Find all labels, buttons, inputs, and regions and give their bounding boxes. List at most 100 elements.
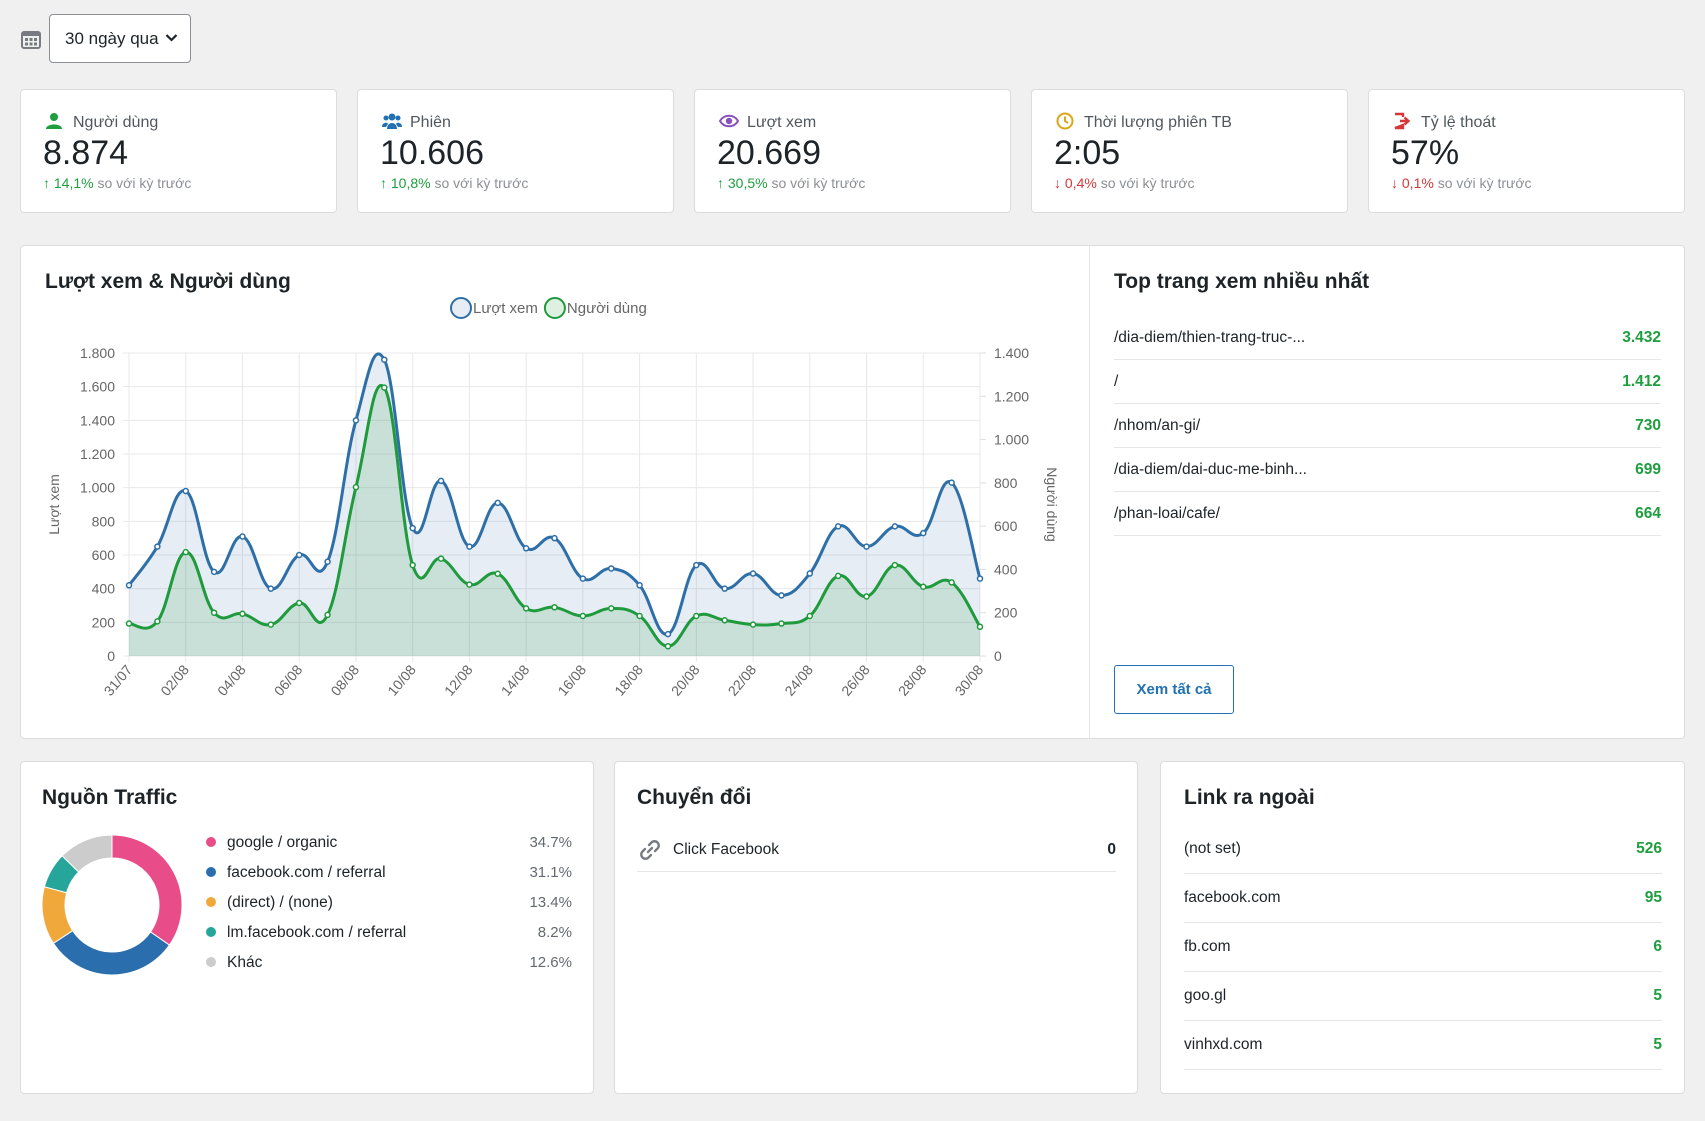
data-point: [409, 524, 416, 532]
data-point: [693, 612, 700, 620]
row-value: 5: [1653, 1036, 1662, 1053]
data-point: [749, 570, 757, 577]
data-point: [239, 533, 246, 540]
main-card: Lượt xem & Người dùng 0 200 400 600 800 1.000…: [20, 245, 1685, 739]
y2-tick-label: 200: [994, 605, 1018, 621]
row-label: /phan-loai/cafe/: [1114, 504, 1220, 522]
x-tick-label: 24/08: [781, 661, 816, 698]
x-tick-label: 02/08: [157, 661, 192, 698]
x-tick-label: 20/08: [668, 661, 703, 698]
stat-label: Thời lượng phiên TB: [1084, 114, 1232, 131]
stat-value: 2:05: [1054, 134, 1121, 172]
row-value: 526: [1636, 840, 1662, 857]
list-row: (not set) 526: [1184, 825, 1662, 874]
x-tick-label: 31/07: [101, 661, 136, 698]
stat-value: 10.606: [380, 134, 484, 172]
row-value: 6: [1653, 938, 1662, 955]
data-point: [806, 570, 814, 577]
stat-value: 20.669: [717, 134, 821, 172]
data-point: [381, 356, 388, 363]
y-tick-label: 400: [92, 581, 116, 597]
data-point: [437, 555, 445, 562]
stat-note: so với kỳ trước: [771, 175, 866, 191]
data-point: [693, 561, 700, 569]
date-range-select[interactable]: 30 ngày qua: [49, 14, 191, 63]
data-point: [976, 575, 984, 582]
data-point: [920, 529, 927, 537]
outbound-title: Link ra ngoài: [1184, 786, 1315, 809]
y-tick-label: 600: [92, 547, 116, 563]
legend-label: (direct) / (none): [227, 894, 333, 911]
y2-tick-label: 1.000: [994, 432, 1029, 448]
list-row: / 1.412: [1114, 360, 1661, 404]
x-tick-label: 16/08: [554, 661, 589, 698]
y2-tick-label: 0: [994, 648, 1002, 664]
x-tick-label: 28/08: [895, 661, 930, 698]
stat-change: ↓ 0,4%: [1054, 175, 1097, 191]
x-tick-label: 12/08: [441, 661, 476, 698]
data-point: [324, 611, 331, 619]
view-all-button[interactable]: Xem tất cả: [1114, 665, 1234, 714]
list-row: /nhom/an-gi/730: [1114, 404, 1661, 448]
stat-change: ↓ 0,1%: [1391, 175, 1434, 191]
data-point: [295, 551, 303, 559]
data-point: [210, 568, 218, 576]
data-point: [154, 618, 161, 625]
conversions-card: Chuyển đổi Click Facebook 0: [614, 761, 1138, 1094]
row-value: 730: [1635, 416, 1661, 434]
line-chart: 02004006008001.0001.2001.4001.6001.80002…: [46, 297, 1060, 699]
row-label: /dia-diem/thien-trang-truc-...: [1114, 328, 1306, 346]
data-point: [352, 483, 360, 491]
legend-label: Lượt xem: [473, 300, 538, 317]
stat-change: ↑ 30,5%: [717, 175, 768, 191]
legend-marker: [450, 297, 472, 319]
stat-card: Thời lượng phiên TB 2:05 ↓ 0,4% so với kỳ …: [1031, 89, 1348, 213]
legend-label: facebook.com / referral: [227, 864, 386, 881]
data-point: [948, 579, 955, 586]
stat-change-line: ↓ 0,4% so với kỳ trước: [1054, 175, 1195, 191]
row-label: facebook.com: [1184, 889, 1281, 906]
row-value: 5: [1653, 987, 1662, 1004]
y-tick-label: 200: [92, 614, 116, 630]
data-point: [409, 561, 416, 569]
row-label: /: [1114, 372, 1119, 390]
legend-percent: 31.1%: [529, 864, 572, 881]
x-tick-label: 06/08: [271, 661, 306, 698]
legend-dot: [206, 897, 216, 907]
data-point: [891, 523, 899, 530]
data-point: [749, 621, 757, 628]
donut-slice: [111, 834, 183, 946]
y2-tick-label: 400: [994, 561, 1018, 577]
data-point: [721, 617, 728, 624]
list-row: /dia-diem/dai-duc-me-binh... 699: [1114, 448, 1661, 492]
stat-label: Người dùng: [73, 114, 159, 131]
data-point: [466, 581, 473, 588]
conversion-label: Click Facebook: [673, 840, 779, 858]
stat-card: Lượt xem 20.669 ↑ 30,5% so với kỳ trước: [694, 89, 1011, 213]
top-pages-title: Top trang xem nhiều nhất: [1114, 270, 1370, 293]
y-tick-label: 1.400: [80, 412, 115, 428]
data-point: [551, 534, 558, 542]
stat-icon: [45, 112, 63, 135]
legend-dot: [206, 957, 216, 967]
data-point: [466, 543, 473, 550]
legend-label: lm.facebook.com / referral: [227, 924, 406, 941]
legend-dot: [206, 867, 216, 877]
stat-label: Lượt xem: [747, 114, 817, 131]
legend-percent: 13.4%: [529, 894, 572, 911]
data-point: [551, 604, 558, 611]
data-point: [778, 620, 785, 627]
legend-percent: 34.7%: [529, 834, 572, 851]
row-value: 95: [1644, 889, 1662, 906]
traffic-title: Nguồn Traffic: [42, 786, 178, 809]
stat-note: so với kỳ trước: [1437, 175, 1532, 191]
x-tick-label: 14/08: [498, 661, 533, 698]
data-point: [125, 582, 133, 589]
y-tick-label: 1.200: [80, 446, 115, 462]
stat-icon: [382, 112, 402, 135]
data-point: [636, 612, 643, 620]
data-point: [721, 585, 728, 592]
list-row: fb.com 6: [1184, 923, 1662, 972]
legend-marker: [543, 297, 566, 319]
